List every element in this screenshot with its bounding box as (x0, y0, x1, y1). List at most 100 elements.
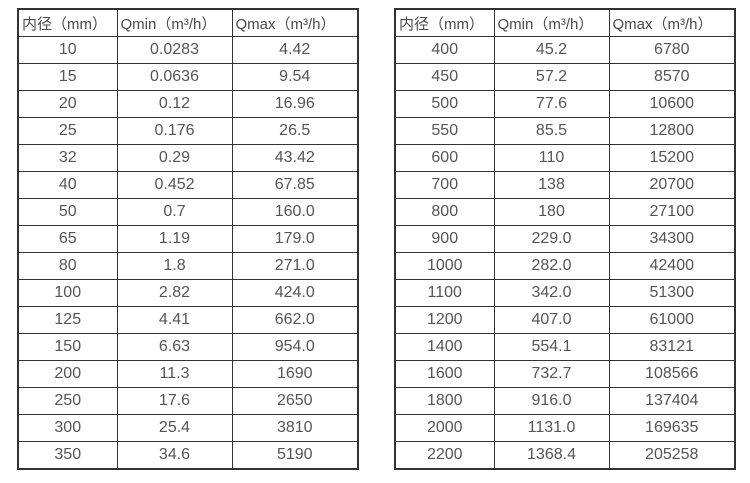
table-row: 1800 916.0 137404 (394, 387, 736, 415)
qmin-header: Qmin（m³/h） (493, 8, 610, 37)
qmin-cell: 554.1 (493, 333, 610, 361)
qmax-cell: 179.0 (231, 225, 359, 253)
diameter-cell: 400 (394, 36, 495, 64)
table-row: 400 45.2 6780 (394, 36, 736, 64)
table-row: 900 229.0 34300 (394, 225, 736, 253)
table-row: 200 11.3 1690 (17, 360, 359, 388)
table-body: 10 0.0283 4.42 15 0.0636 9.54 20 0.12 16.96 25 0.1… (17, 36, 359, 470)
qmax-cell: 16.96 (231, 90, 359, 118)
qmin-header: Qmin（m³/h） (116, 8, 233, 37)
header-row: 内径（mm） Qmin（m³/h） Qmax（m³/h） (17, 8, 359, 37)
table-row: 250 17.6 2650 (17, 387, 359, 415)
qmin-cell: 1368.4 (493, 441, 610, 470)
diameter-cell: 40 (17, 171, 118, 199)
diameter-cell: 25 (17, 117, 118, 145)
qmin-cell: 180 (493, 198, 610, 226)
qmax-cell: 15200 (608, 144, 736, 172)
qmax-cell: 2650 (231, 387, 359, 415)
qmin-cell: 77.6 (493, 90, 610, 118)
qmax-cell: 42400 (608, 252, 736, 280)
flow-rate-table-small-diameters: 内径（mm） Qmin（m³/h） Qmax（m³/h） 10 0.0283 4.4… (17, 8, 359, 470)
diameter-cell: 550 (394, 117, 495, 145)
diameter-cell: 250 (17, 387, 118, 415)
qmin-cell: 2.82 (116, 279, 233, 307)
table-row: 1400 554.1 83121 (394, 333, 736, 361)
diameter-cell: 1200 (394, 306, 495, 334)
diameter-cell: 450 (394, 63, 495, 91)
table-row: 550 85.5 12800 (394, 117, 736, 145)
table-row: 500 77.6 10600 (394, 90, 736, 118)
qmax-cell: 12800 (608, 117, 736, 145)
qmin-cell: 0.29 (116, 144, 233, 172)
table-row: 40 0.452 67.85 (17, 171, 359, 199)
table-row: 125 4.41 662.0 (17, 306, 359, 334)
qmax-cell: 205258 (608, 441, 736, 470)
qmax-cell: 954.0 (231, 333, 359, 361)
table-row: 300 25.4 3810 (17, 414, 359, 442)
diameter-cell: 800 (394, 198, 495, 226)
qmax-header: Qmax（m³/h） (608, 8, 736, 37)
qmax-header: Qmax（m³/h） (231, 8, 359, 37)
diameter-cell: 600 (394, 144, 495, 172)
qmax-cell: 10600 (608, 90, 736, 118)
qmin-cell: 0.7 (116, 198, 233, 226)
qmax-cell: 4.42 (231, 36, 359, 64)
diameter-cell: 32 (17, 144, 118, 172)
table-body: 400 45.2 6780 450 57.2 8570 500 77.6 10600 550 85.… (394, 36, 736, 470)
qmin-cell: 0.0283 (116, 36, 233, 64)
qmin-cell: 0.0636 (116, 63, 233, 91)
qmax-cell: 51300 (608, 279, 736, 307)
table-header: 内径（mm） Qmin（m³/h） Qmax（m³/h） (394, 8, 736, 37)
qmax-cell: 83121 (608, 333, 736, 361)
qmax-cell: 137404 (608, 387, 736, 415)
table-row: 32 0.29 43.42 (17, 144, 359, 172)
table-row: 1200 407.0 61000 (394, 306, 736, 334)
diameter-cell: 125 (17, 306, 118, 334)
qmax-cell: 662.0 (231, 306, 359, 334)
table-row: 2000 1131.0 169635 (394, 414, 736, 442)
qmax-cell: 20700 (608, 171, 736, 199)
qmax-cell: 67.85 (231, 171, 359, 199)
table-row: 15 0.0636 9.54 (17, 63, 359, 91)
qmin-cell: 4.41 (116, 306, 233, 334)
table-row: 20 0.12 16.96 (17, 90, 359, 118)
qmin-cell: 342.0 (493, 279, 610, 307)
qmin-cell: 45.2 (493, 36, 610, 64)
qmax-cell: 271.0 (231, 252, 359, 280)
diameter-cell: 10 (17, 36, 118, 64)
table-row: 600 110 15200 (394, 144, 736, 172)
diameter-cell: 700 (394, 171, 495, 199)
qmin-cell: 138 (493, 171, 610, 199)
diameter-cell: 500 (394, 90, 495, 118)
qmin-cell: 0.452 (116, 171, 233, 199)
diameter-header: 内径（mm） (394, 8, 495, 37)
diameter-cell: 200 (17, 360, 118, 388)
qmax-cell: 1690 (231, 360, 359, 388)
qmin-cell: 57.2 (493, 63, 610, 91)
qmin-cell: 0.176 (116, 117, 233, 145)
table-row: 50 0.7 160.0 (17, 198, 359, 226)
diameter-cell: 1600 (394, 360, 495, 388)
table-row: 350 34.6 5190 (17, 441, 359, 470)
diameter-header: 内径（mm） (17, 8, 118, 37)
qmin-cell: 732.7 (493, 360, 610, 388)
diameter-cell: 20 (17, 90, 118, 118)
diameter-cell: 1100 (394, 279, 495, 307)
qmax-cell: 5190 (231, 441, 359, 470)
qmax-cell: 6780 (608, 36, 736, 64)
qmax-cell: 34300 (608, 225, 736, 253)
diameter-cell: 100 (17, 279, 118, 307)
qmin-cell: 34.6 (116, 441, 233, 470)
table-row: 1100 342.0 51300 (394, 279, 736, 307)
qmin-cell: 11.3 (116, 360, 233, 388)
qmin-cell: 282.0 (493, 252, 610, 280)
flow-rate-table-large-diameters: 内径（mm） Qmin（m³/h） Qmax（m³/h） 400 45.2 6780… (394, 8, 736, 470)
diameter-cell: 50 (17, 198, 118, 226)
qmax-cell: 3810 (231, 414, 359, 442)
qmin-cell: 6.63 (116, 333, 233, 361)
diameter-cell: 1400 (394, 333, 495, 361)
qmin-cell: 17.6 (116, 387, 233, 415)
qmax-cell: 43.42 (231, 144, 359, 172)
qmax-cell: 27100 (608, 198, 736, 226)
qmin-cell: 85.5 (493, 117, 610, 145)
